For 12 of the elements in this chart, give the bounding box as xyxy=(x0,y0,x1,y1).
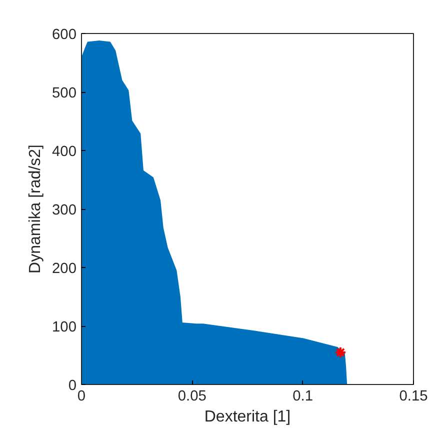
x-tick-label: 0.15 xyxy=(399,388,428,404)
y-tick-label: 600 xyxy=(52,27,77,43)
y-axis-title: Dynamika [rad/s2] xyxy=(27,144,44,274)
x-tick-label: 0.05 xyxy=(178,388,206,404)
y-tick-label: 200 xyxy=(52,261,77,277)
y-tick-label: 300 xyxy=(52,202,77,218)
x-tick-label: 0.1 xyxy=(292,388,314,404)
y-tick-label: 100 xyxy=(52,320,77,336)
y-tick-label: 0 xyxy=(68,378,77,394)
y-tick-label: 400 xyxy=(52,144,77,160)
y-tick-label: 500 xyxy=(52,86,77,102)
x-axis-title: Dexterita [1] xyxy=(204,408,291,426)
